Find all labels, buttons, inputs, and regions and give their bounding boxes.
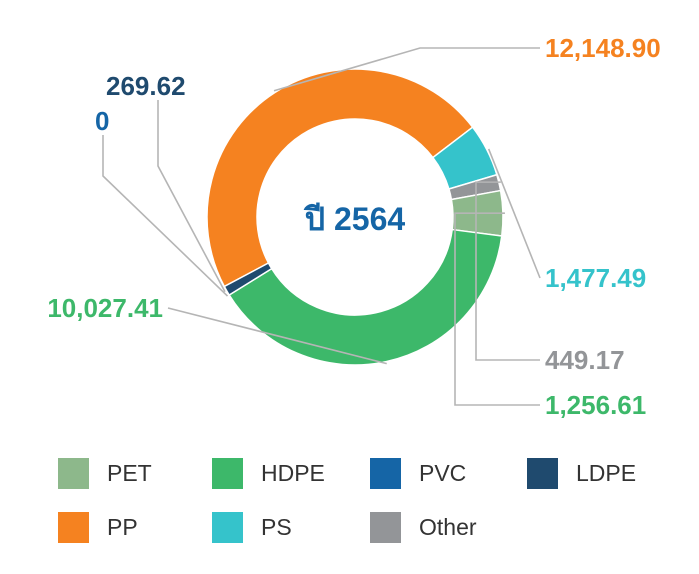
leader-line-pvc <box>102 135 229 297</box>
legend-label-pp: PP <box>107 513 138 540</box>
legend-item-ps: PS <box>212 511 292 543</box>
legend-swatch-pet <box>58 457 89 489</box>
legend-item-other: Other <box>370 511 477 543</box>
legend-swatch-hdpe <box>212 457 243 489</box>
leader-line-ps <box>487 148 541 279</box>
legend-swatch-ps <box>212 511 243 543</box>
leader-line-other <box>475 181 540 361</box>
leader-line-pet <box>454 212 540 406</box>
data-label-pp: 12,148.90 <box>545 33 661 63</box>
center-label: ปี 2564 <box>303 201 405 237</box>
legend-label-pet: PET <box>107 459 152 486</box>
slice-hdpe <box>228 228 503 366</box>
data-label-pet: 1,256.61 <box>545 390 646 420</box>
legend-item-pet: PET <box>58 457 152 489</box>
data-labels: 12,148.90 1,477.49 449.17 1,256.61 10,027.41… <box>47 33 660 420</box>
legend-label-ps: PS <box>261 513 292 540</box>
data-label-hdpe: 10,027.41 <box>47 293 163 323</box>
donut-slices <box>206 68 504 366</box>
data-label-ldpe: 269.62 <box>106 71 186 101</box>
legend-label-pvc: PVC <box>419 459 467 486</box>
legend-item-ldpe: LDPE <box>527 457 636 489</box>
legend-swatch-ldpe <box>527 457 558 489</box>
legend-label-ldpe: LDPE <box>576 459 637 486</box>
legend-label-other: Other <box>419 513 477 540</box>
data-label-pvc: 0 <box>95 106 109 136</box>
leader-line-ldpe <box>157 100 226 293</box>
legend-label-hdpe: HDPE <box>261 459 325 486</box>
legend-item-pvc: PVC <box>370 457 466 489</box>
legend-item-pp: PP <box>58 511 138 543</box>
legend-swatch-other <box>370 511 401 543</box>
legend-swatch-pp <box>58 511 89 543</box>
legend-swatch-pvc <box>370 457 401 489</box>
leader-line-hdpe <box>167 307 387 365</box>
slice-pp <box>206 68 474 288</box>
data-label-other: 449.17 <box>545 345 625 375</box>
leader-lines <box>102 47 541 406</box>
legend-item-hdpe: HDPE <box>212 457 325 489</box>
slice-ldpe <box>223 261 273 296</box>
leader-line-pp <box>273 47 540 92</box>
data-label-ps: 1,477.49 <box>545 263 646 293</box>
